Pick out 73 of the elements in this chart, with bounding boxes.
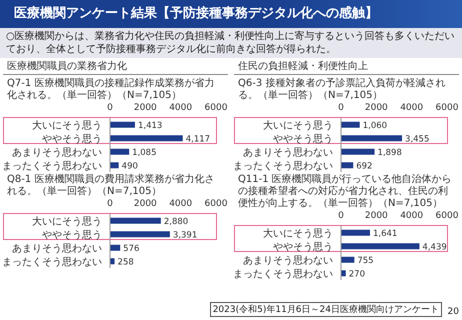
x-tick-label: 2000 xyxy=(364,211,388,221)
x-tick-label: 4000 xyxy=(400,103,424,113)
y-tick-label: ややそう思う xyxy=(273,242,333,253)
bar xyxy=(341,270,346,276)
text: ○医療機関からは、業務省力化や住民の負担軽減・利便性向上に寄与するという回答も多くいただいており、全体として予防接種事務デジタル化に前向きな回答が得られた。 xyxy=(0,28,462,58)
x-tick-label: 2000 xyxy=(134,199,158,209)
x-tick-label: 0 xyxy=(107,199,114,209)
x-tick-label: 6000 xyxy=(204,103,228,113)
data-label: 4,117 xyxy=(186,134,210,144)
data-label: 4,439 xyxy=(422,242,447,252)
text: 2023(令和5)年11月6日～24日医療機関向けアンケート xyxy=(210,302,442,317)
bar xyxy=(110,218,161,224)
y-tick-label: あまりそう思わない xyxy=(243,147,333,158)
bar xyxy=(341,162,354,168)
bar xyxy=(341,148,375,155)
data-label: 692 xyxy=(356,161,372,172)
bar xyxy=(110,135,183,142)
data-label: 1,413 xyxy=(138,120,162,131)
data-label: 576 xyxy=(123,244,140,254)
bar xyxy=(110,244,120,251)
x-tick-label: 2000 xyxy=(134,103,158,113)
text: 医療機関職員の業務省力化 xyxy=(3,61,228,75)
chart-title: Q11-1 医療機関職員が行っている他自治体からの接種希望者への対応が省力化され、住民の利便性が向上する。（単一回答）（N=7,105） xyxy=(237,174,453,210)
y-tick-label: 大いにそう思う xyxy=(263,227,333,240)
x-tick-label: 4000 xyxy=(169,199,192,209)
x-tick-label: 6000 xyxy=(436,103,459,113)
x-tick-label: 0 xyxy=(338,211,344,221)
y-tick-label: ややそう思う xyxy=(273,134,333,145)
x-tick-label: 6000 xyxy=(204,199,228,209)
y-tick-label: あまりそう思わない xyxy=(243,255,333,266)
y-tick-label: 大いにそう思う xyxy=(263,119,333,132)
x-tick-label: 2000 xyxy=(364,103,388,113)
x-tick-label: 0 xyxy=(338,103,344,113)
y-tick-label: まったくそう思わない xyxy=(2,160,102,172)
chart-title: Q6-3 接種対象者の予診票記入負荷が軽減される。（単一回答）（N=7,105） xyxy=(237,78,446,102)
data-label: 1,060 xyxy=(362,120,388,131)
bar xyxy=(110,231,170,238)
bar xyxy=(110,122,135,128)
x-tick-label: 0 xyxy=(107,103,114,113)
y-tick-label: まったくそう思わない xyxy=(233,160,333,172)
text: 住民の負担軽減・利便性向上 xyxy=(234,61,459,75)
data-label: 258 xyxy=(118,257,134,268)
x-tick-label: 4000 xyxy=(400,211,424,221)
chart-title: Q7-1 医療機関職員の接種記録作成業務が省力化される。（単一回答）（N=7,105） xyxy=(6,78,216,102)
data-label: 490 xyxy=(122,161,138,172)
bar xyxy=(110,148,130,155)
bar xyxy=(341,122,360,128)
text: 医療機関アンケート結果【予防接種事務デジタル化への感触】 xyxy=(0,0,462,28)
data-label: 755 xyxy=(357,256,374,266)
y-tick-label: ややそう思う xyxy=(42,230,102,241)
bar xyxy=(341,256,354,263)
bar xyxy=(341,230,370,236)
text: 20 xyxy=(448,307,459,317)
data-label: 270 xyxy=(348,269,366,280)
y-tick-label: まったくそう思わない xyxy=(2,256,102,268)
data-label: 1,085 xyxy=(132,148,157,158)
bar xyxy=(341,135,402,142)
data-label: 3,391 xyxy=(172,230,198,240)
data-label: 1,641 xyxy=(372,228,398,239)
x-tick-label: 4000 xyxy=(169,103,192,113)
bar xyxy=(110,162,119,168)
x-tick-label: 6000 xyxy=(436,211,459,221)
y-tick-label: 大いにそう思う xyxy=(32,215,102,228)
data-label: 3,455 xyxy=(405,134,430,144)
y-tick-label: 大いにそう思う xyxy=(32,119,102,132)
y-tick-label: まったくそう思わない xyxy=(233,268,333,280)
chart-title: Q8-1 医療機関職員の費用請求業務が省力化される。（単一回答）（N=7,105） xyxy=(6,174,216,198)
y-tick-label: あまりそう思わない xyxy=(12,147,102,158)
bar xyxy=(341,243,420,250)
data-label: 2,880 xyxy=(164,216,188,227)
y-tick-label: ややそう思う xyxy=(42,134,102,145)
data-label: 1,898 xyxy=(378,148,402,158)
y-tick-label: あまりそう思わない xyxy=(12,243,102,254)
